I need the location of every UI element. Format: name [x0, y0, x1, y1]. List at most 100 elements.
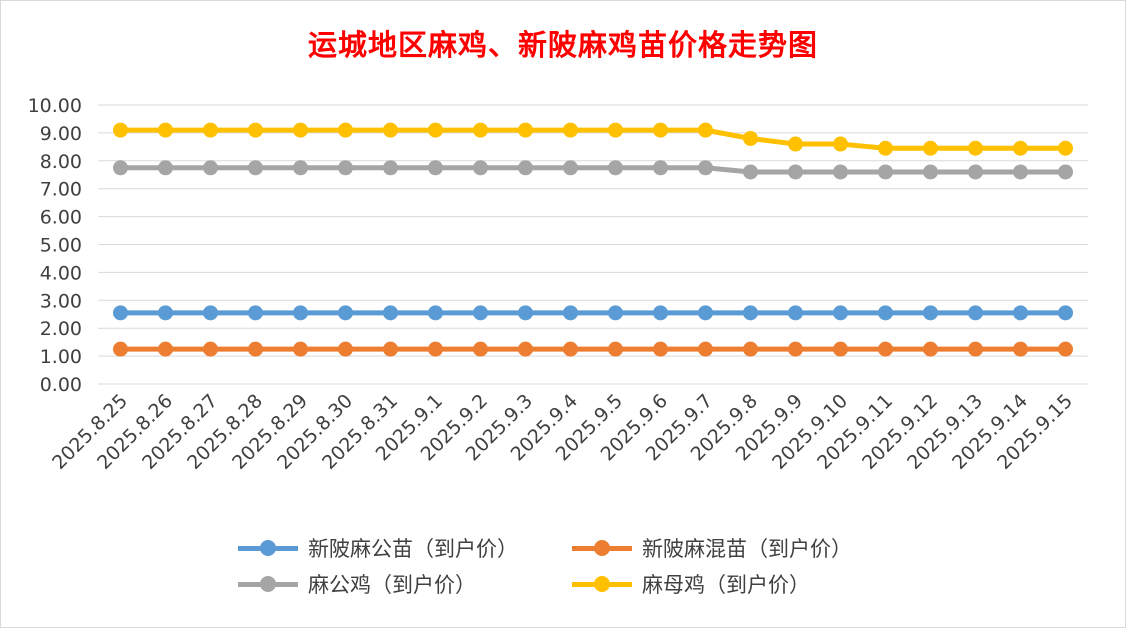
data-point	[518, 160, 533, 176]
data-point	[1058, 140, 1073, 156]
data-point	[293, 305, 308, 321]
data-point	[743, 305, 758, 321]
series-group	[113, 122, 1073, 357]
data-point	[428, 122, 443, 138]
data-point	[878, 164, 893, 180]
data-point	[473, 341, 488, 357]
data-point	[653, 122, 668, 138]
y-tick-label: 8.00	[40, 151, 82, 173]
legend-label: 新陂麻混苗（到户价）	[642, 537, 852, 561]
data-point	[338, 160, 353, 176]
data-point	[1013, 341, 1028, 357]
x-axis: 2025.8.252025.8.262025.8.272025.8.282025…	[48, 390, 1077, 474]
y-tick-label: 7.00	[40, 179, 82, 201]
data-point	[113, 160, 128, 176]
data-point	[203, 122, 218, 138]
legend-label: 麻母鸡（到户价）	[642, 573, 810, 597]
data-point	[428, 160, 443, 176]
data-point	[518, 122, 533, 138]
data-point	[1058, 164, 1073, 180]
chart-title: 运城地区麻鸡、新陂麻鸡苗价格走势图	[307, 28, 818, 62]
data-point	[608, 305, 623, 321]
data-point	[653, 341, 668, 357]
data-point	[428, 305, 443, 321]
data-point	[1013, 305, 1028, 321]
y-tick-label: 1.00	[40, 346, 82, 368]
data-point	[113, 341, 128, 357]
data-point	[923, 140, 938, 156]
data-point	[743, 341, 758, 357]
data-point	[608, 122, 623, 138]
data-point	[788, 305, 803, 321]
data-point	[698, 160, 713, 176]
legend-swatch	[238, 539, 298, 556]
data-point	[833, 164, 848, 180]
series-line	[118, 165, 1068, 175]
data-point	[968, 164, 983, 180]
data-point	[473, 305, 488, 321]
data-point	[383, 160, 398, 176]
legend-item-series-1[interactable]: 新陂麻公苗（到户价）	[238, 530, 518, 566]
data-point	[383, 305, 398, 321]
y-tick-label: 3.00	[40, 290, 82, 312]
y-tick-label: 9.00	[40, 123, 82, 145]
data-point	[878, 305, 893, 321]
data-point	[878, 341, 893, 357]
legend-item-series-3[interactable]: 麻公鸡（到户价）	[238, 566, 476, 602]
data-point	[608, 341, 623, 357]
y-tick-label: 4.00	[40, 262, 82, 284]
data-point	[743, 164, 758, 180]
data-point	[743, 130, 758, 146]
y-tick-label: 0.00	[40, 374, 82, 396]
data-point	[338, 122, 353, 138]
data-point	[653, 305, 668, 321]
data-point	[563, 160, 578, 176]
data-point	[563, 305, 578, 321]
data-point	[248, 122, 263, 138]
data-point	[338, 305, 353, 321]
data-point	[923, 341, 938, 357]
data-point	[968, 305, 983, 321]
data-point	[1058, 305, 1073, 321]
legend-swatch	[238, 575, 298, 592]
data-point	[203, 305, 218, 321]
data-point	[158, 305, 173, 321]
data-point	[923, 305, 938, 321]
legend-item-series-4[interactable]: 麻母鸡（到户价）	[572, 566, 810, 602]
data-point	[608, 160, 623, 176]
data-point	[203, 160, 218, 176]
data-point	[293, 122, 308, 138]
data-point	[473, 122, 488, 138]
legend-item-series-2[interactable]: 新陂麻混苗（到户价）	[572, 530, 852, 566]
data-point	[788, 164, 803, 180]
legend-swatch	[572, 575, 632, 592]
data-point	[248, 341, 263, 357]
data-point	[1013, 164, 1028, 180]
data-point	[788, 136, 803, 152]
data-point	[158, 160, 173, 176]
data-point	[968, 140, 983, 156]
y-axis: 0.00 1.00 2.00 3.00 4.00 5.00 6.00 7.00 8.00 9.00…	[28, 95, 82, 396]
data-point	[293, 160, 308, 176]
data-point	[968, 341, 983, 357]
data-point	[698, 341, 713, 357]
data-point	[203, 341, 218, 357]
data-point	[518, 341, 533, 357]
data-point	[878, 140, 893, 156]
data-point	[698, 305, 713, 321]
legend-label: 麻公鸡（到户价）	[308, 573, 476, 597]
data-point	[383, 341, 398, 357]
data-point	[563, 122, 578, 138]
data-point	[338, 341, 353, 357]
y-tick-label: 5.00	[40, 235, 82, 257]
data-point	[1058, 341, 1073, 357]
series-line	[118, 127, 1068, 151]
legend: 新陂麻公苗（到户价） 新陂麻混苗（到户价） 麻公鸡（到户价） 麻母鸡（到户价）	[0, 526, 1126, 606]
data-point	[833, 341, 848, 357]
y-tick-label: 6.00	[40, 207, 82, 229]
gridlines	[98, 104, 1088, 385]
data-point	[788, 341, 803, 357]
data-point	[518, 305, 533, 321]
data-point	[1013, 140, 1028, 156]
data-point	[158, 341, 173, 357]
